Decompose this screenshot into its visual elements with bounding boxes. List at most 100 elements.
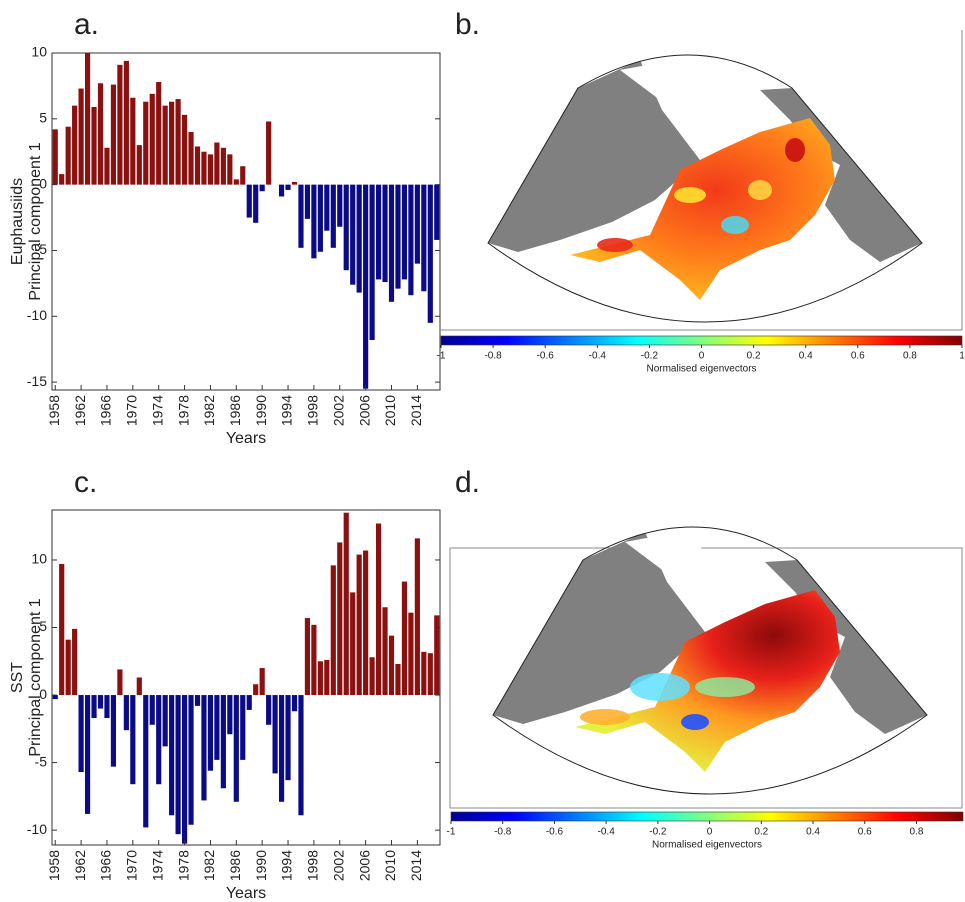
map-b [441, 30, 963, 331]
bar [240, 166, 246, 185]
x-tick-label: 1998 [305, 395, 321, 426]
bar [214, 695, 220, 760]
bar [356, 554, 362, 696]
y-tick-label: -5 [35, 753, 48, 769]
bar [188, 131, 194, 185]
x-tick-label: 1990 [253, 395, 269, 426]
x-tick-label: 1994 [279, 395, 295, 426]
colorbar-tick-label: -0.2 [649, 827, 667, 838]
x-tick-label: 1958 [46, 395, 62, 426]
bar [278, 695, 285, 802]
bar [143, 101, 149, 185]
bar [285, 695, 291, 781]
x-tick-label: 1994 [279, 850, 295, 881]
y-axis-label: SST [9, 662, 26, 693]
x-tick-label: 1962 [72, 395, 88, 426]
x-tick-label: 2014 [408, 850, 424, 881]
bar [201, 695, 207, 801]
bar [59, 564, 65, 696]
bar [285, 184, 291, 190]
bar [350, 184, 356, 285]
bar [65, 639, 71, 696]
colorbar-tick-label: 1 [959, 351, 965, 362]
x-tick-label: 2010 [382, 850, 398, 881]
colorbar-label: Normalised eigenvectors [646, 364, 756, 375]
bar [259, 184, 265, 192]
bar [97, 83, 104, 185]
bar [311, 184, 317, 259]
bar [363, 184, 369, 389]
bar [149, 695, 155, 725]
bar [272, 695, 278, 774]
bar [110, 84, 117, 185]
bar [434, 615, 440, 696]
colorbar-tick-label: -0.6 [537, 351, 555, 362]
x-axis-label: Years [226, 430, 266, 447]
y-tick-label: 10 [31, 551, 47, 567]
bar [188, 695, 194, 825]
x-tick-label: 1970 [124, 850, 140, 881]
x-tick-label: 1986 [227, 395, 243, 426]
bar [162, 695, 168, 747]
bar [266, 695, 272, 725]
colorbar-tick-label: -0.2 [641, 351, 659, 362]
y-tick-label: 0 [39, 175, 47, 191]
bar [304, 184, 311, 219]
panel-label: d. [455, 466, 480, 499]
bar [181, 695, 188, 844]
bar [369, 184, 375, 340]
bar [298, 184, 304, 248]
bar [130, 695, 136, 785]
bar [240, 695, 246, 760]
bar [330, 565, 336, 696]
bar [156, 695, 162, 785]
bar [317, 661, 323, 696]
bar [388, 184, 395, 302]
bar [395, 663, 401, 696]
colorbar-tick-label: -1 [447, 827, 456, 838]
bar [136, 145, 142, 185]
bar [246, 695, 252, 710]
x-tick-label: 1970 [124, 395, 140, 426]
bar [414, 184, 420, 264]
bar [278, 184, 285, 197]
x-tick-label: 2010 [382, 395, 398, 426]
bar [110, 695, 117, 767]
x-tick-label: 1966 [98, 395, 114, 426]
bar [356, 184, 362, 293]
map-d [449, 526, 963, 809]
x-tick-label: 2006 [356, 850, 372, 881]
bar [266, 121, 272, 185]
bar [253, 684, 259, 696]
bar [343, 184, 349, 271]
bar [382, 184, 388, 283]
bar [382, 607, 388, 696]
x-tick-label: 1974 [149, 850, 165, 881]
bar [401, 184, 408, 280]
y-tick-label: 0 [39, 686, 47, 702]
bar [304, 618, 311, 696]
bar [324, 659, 330, 696]
y-tick-label: 5 [39, 110, 47, 126]
axes-box [51, 52, 441, 391]
x-tick-label: 1978 [175, 395, 191, 426]
colorbar-tick-label: 0.6 [851, 351, 865, 362]
bar [408, 184, 414, 296]
bar [401, 581, 408, 696]
colorbar-tick-label: 0 [707, 827, 713, 838]
bar [375, 523, 382, 696]
bar [175, 695, 181, 835]
bar [434, 184, 440, 240]
bar [181, 114, 188, 185]
colorbar-tick-label: 0.2 [747, 351, 761, 362]
bar [130, 97, 136, 185]
y-axis-label: Principal component 1 [27, 598, 44, 756]
x-tick-label: 1978 [175, 850, 191, 881]
bar [369, 657, 375, 696]
panel-label: a. [74, 8, 99, 41]
colorbar-tick-label: 0.8 [903, 351, 917, 362]
bar [337, 542, 343, 696]
bar [175, 99, 181, 185]
x-tick-label: 1958 [46, 850, 62, 881]
